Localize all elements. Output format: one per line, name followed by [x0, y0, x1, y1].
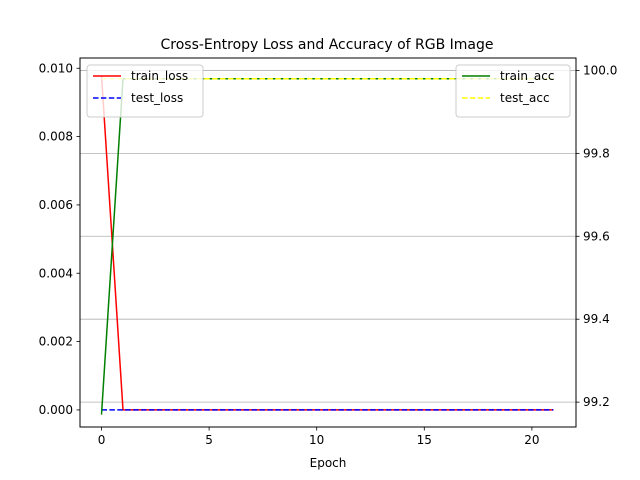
y-axis-left: 0.000 0.002 0.004 0.006 0.008 0.010: [39, 61, 80, 417]
y-left-tick-label-4: 0.008: [39, 130, 73, 144]
y-right-tick-label-0: 99.2: [583, 395, 610, 409]
legend-label-train-loss: train_loss: [131, 69, 188, 83]
x-tick-label-2: 10: [309, 433, 324, 447]
x-tick-label-0: 0: [98, 433, 106, 447]
x-axis-label: Epoch: [310, 456, 347, 470]
legend-label-test-acc: test_acc: [500, 91, 550, 105]
legend-right: train_acc test_acc: [455, 64, 571, 118]
x-tick-label-3: 15: [417, 433, 432, 447]
legend-left: train_loss test_loss: [86, 64, 204, 118]
y-axis-right: 99.2 99.4 99.6 99.8 100.0: [576, 63, 617, 409]
plot-frame: [79, 57, 577, 428]
legend-box: [455, 64, 571, 118]
legend-box: [86, 64, 204, 118]
x-tick-label-4: 20: [524, 433, 539, 447]
grid-layer: [80, 70, 576, 403]
y-left-tick-label-0: 0.000: [39, 403, 73, 417]
y-left-tick-label-2: 0.004: [39, 266, 73, 280]
y-right-tick-label-4: 100.0: [583, 63, 617, 77]
y-left-tick-label-1: 0.002: [39, 335, 73, 349]
legend-label-train-acc: train_acc: [500, 69, 554, 83]
x-tick-label-1: 5: [205, 433, 213, 447]
y-right-tick-label-3: 99.8: [583, 146, 610, 160]
y-right-tick-label-1: 99.4: [583, 312, 610, 326]
y-right-tick-label-2: 99.6: [583, 229, 610, 243]
y-left-tick-label-3: 0.006: [39, 198, 73, 212]
legend-label-test-loss: test_loss: [131, 91, 183, 105]
chart-title: Cross-Entropy Loss and Accuracy of RGB I…: [160, 37, 493, 53]
x-axis: 0 5 10 15 20: [98, 427, 540, 447]
y-left-tick-label-5: 0.010: [39, 61, 73, 75]
